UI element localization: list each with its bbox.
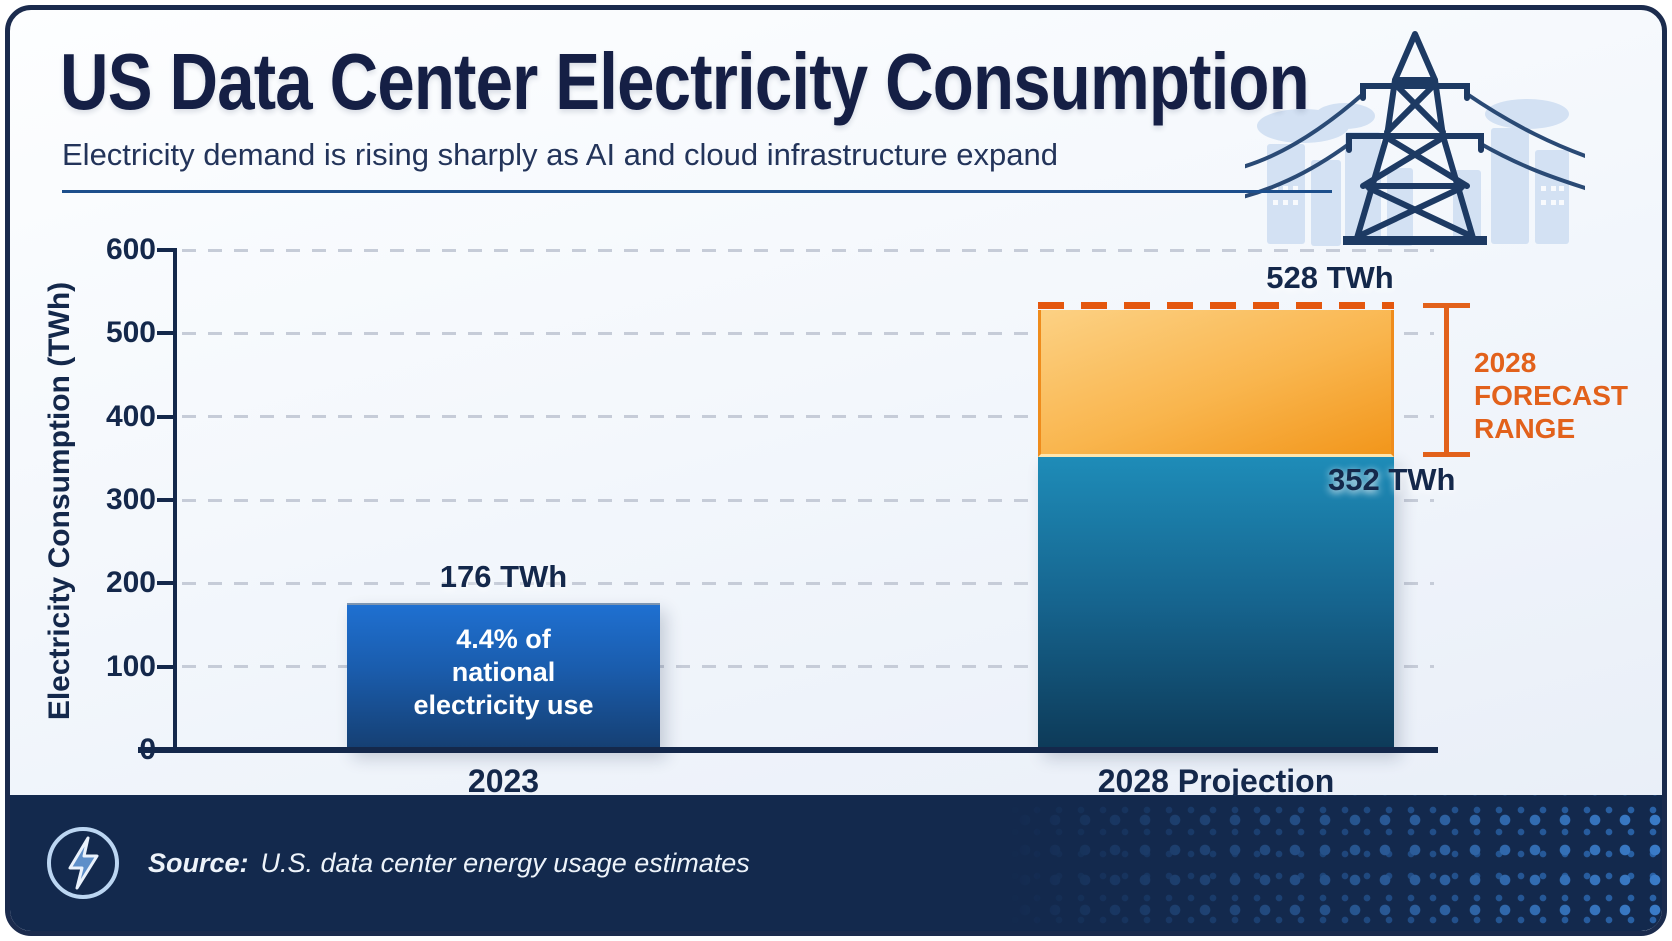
forecast-range-bracket <box>1444 303 1449 457</box>
tower-skyline-graphic <box>1238 31 1592 246</box>
gridline-400 <box>182 415 1434 418</box>
lightning-bolt-icon <box>44 824 122 902</box>
y-tickmark <box>157 581 177 585</box>
source-text: U.S. data center energy usage estimates <box>260 847 750 878</box>
value-label-528: 528 TWh <box>1266 260 1394 295</box>
note-line-1: 4.4% of <box>456 624 551 654</box>
bar-2023: 4.4% of national electricity use <box>347 603 660 750</box>
gridline-500 <box>182 332 1434 335</box>
note-line-2: national <box>451 657 556 687</box>
gridline-100 <box>182 665 1434 668</box>
y-tickmark <box>157 415 177 419</box>
tower-structure <box>1346 31 1484 241</box>
source-label: Source: <box>148 847 249 878</box>
note-line-3: electricity use <box>413 690 594 720</box>
y-tick-100: 100 <box>105 650 156 683</box>
bar-2023-note: 4.4% of national electricity use <box>347 623 660 722</box>
source-line: Source: U.S. data center energy usage est… <box>148 848 750 879</box>
gridline-200 <box>182 582 1434 585</box>
y-tick-300: 300 <box>105 483 156 516</box>
bar-2028-forecast-segment <box>1038 310 1394 457</box>
halftone-dot-pattern <box>1002 795 1662 931</box>
gridline-600 <box>182 249 1434 252</box>
x-label-2028: 2028 Projection <box>1097 763 1335 799</box>
footer-bar: Source: U.S. data center energy usage est… <box>10 795 1662 931</box>
y-tickmark <box>157 248 177 252</box>
bar-2028-upper-dashed-line <box>1038 302 1394 309</box>
forecast-range-bracket-top-cap <box>1423 303 1470 308</box>
page-title: US Data Center Electricity Consumption <box>60 37 1310 126</box>
y-tick-600: 600 <box>105 233 156 266</box>
y-tick-200: 200 <box>105 566 156 599</box>
forecast-range-label: 2028 FORECAST RANGE <box>1474 346 1628 445</box>
y-tick-500: 500 <box>105 316 156 349</box>
range-line-1: 2028 <box>1474 347 1537 378</box>
y-tick-400: 400 <box>105 400 156 433</box>
tower-base <box>1343 236 1487 245</box>
gridline-300 <box>182 499 1434 502</box>
range-line-2: FORECAST <box>1474 380 1628 411</box>
y-tickmark <box>157 665 177 669</box>
bar-2028-lower-segment <box>1038 457 1394 750</box>
y-axis-line <box>173 248 177 752</box>
x-axis-line <box>138 747 1438 753</box>
y-tickmark <box>157 498 177 502</box>
transmission-tower-illustration <box>1238 18 1592 248</box>
value-label-176: 176 TWh <box>439 559 568 594</box>
power-cables <box>1238 92 1592 200</box>
range-line-3: RANGE <box>1474 413 1576 444</box>
forecast-range-bracket-bottom-cap <box>1423 452 1470 457</box>
y-tickmark <box>157 331 177 335</box>
x-label-2023: 2023 <box>467 763 540 799</box>
infographic-card: US Data Center Electricity Consumption E… <box>5 5 1667 936</box>
page-subtitle: Electricity demand is rising sharply as … <box>62 137 1058 172</box>
header-divider <box>62 190 1332 193</box>
skyline-windows <box>1273 186 1564 205</box>
value-label-352: 352 TWh <box>1328 462 1456 497</box>
